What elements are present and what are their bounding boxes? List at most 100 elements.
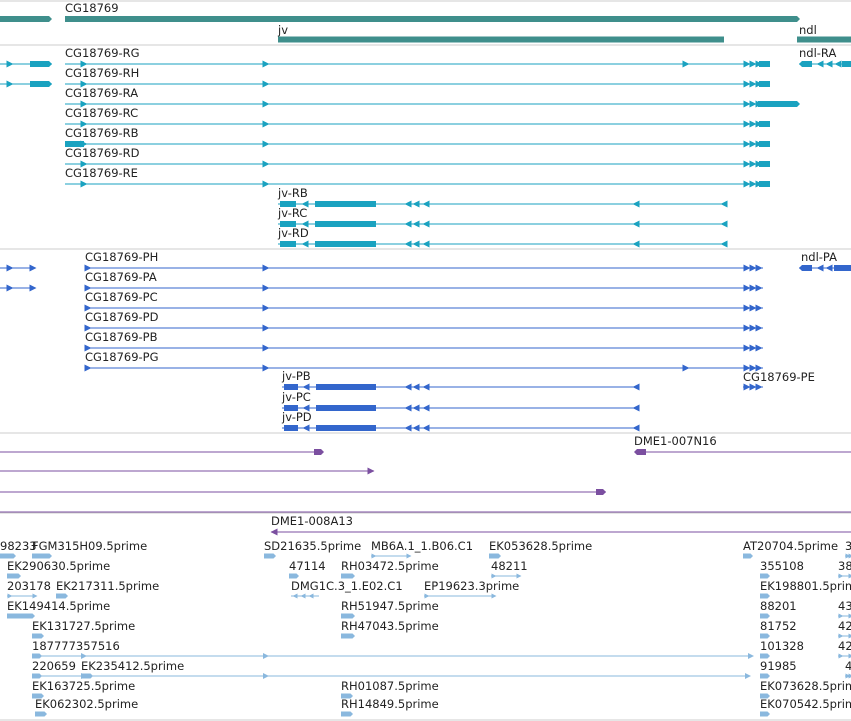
transcript-feature: CG18769-RB — [65, 126, 770, 148]
transcript-feature: CG18769-RC — [65, 106, 770, 128]
est-label: EK073628.5prime — [760, 679, 851, 693]
gene-feature: ndl — [797, 23, 851, 43]
gene-label: jv — [277, 23, 288, 37]
transcript-feature: CG18769-RG — [65, 46, 770, 68]
est-label: EK217311.5prime — [56, 579, 159, 593]
est-feature: 42 — [838, 619, 851, 639]
protein-label: jv-PB — [281, 369, 311, 383]
clone-label: DME1-007N16 — [634, 434, 717, 448]
protein-feature — [0, 284, 37, 292]
est-label: EK163725.5prime — [32, 679, 135, 693]
est-label: EK131727.5prime — [32, 619, 135, 633]
protein-label: CG18769-PE — [743, 370, 815, 384]
gene-feature: CG18769 — [65, 1, 800, 22]
protein-label: CG18769-PB — [85, 330, 158, 344]
transcript-feature: jv-RB — [277, 186, 728, 208]
est-label: RH03472.5prime — [341, 559, 439, 573]
transcript-feature: CG18769-RH — [65, 66, 770, 88]
protein-label: CG18769-PC — [85, 290, 158, 304]
est-label: RH14849.5prime — [341, 697, 439, 711]
transcript-feature: CG18769-RD — [65, 146, 770, 168]
est-feature: EK131727.5prime — [32, 619, 135, 639]
protein-feature — [0, 264, 37, 272]
est-feature: EK070542.5prime — [760, 697, 851, 717]
est-feature: 4 — [845, 659, 851, 679]
est-feature: 48211 — [491, 559, 528, 579]
est-feature: 81752 — [760, 619, 797, 639]
est-label: AT20704.5prime — [743, 539, 838, 553]
est-label: 47114 — [289, 559, 326, 573]
est-label: EK062302.5prime — [35, 697, 138, 711]
est-feature: RH51947.5prime — [341, 599, 439, 619]
protein-feature: jv-PB — [281, 369, 640, 391]
est-feature: 355108 — [760, 559, 804, 579]
est-feature: 220659 — [32, 659, 751, 679]
transcript-label: jv-RC — [277, 206, 307, 220]
est-feature: EK290630.5prime — [7, 559, 110, 579]
est-feature: MB6A.1_1.B06.C1 — [371, 539, 473, 559]
transcript-label: CG18769-RC — [65, 106, 138, 120]
protein-feature: CG18769-PB — [84, 330, 763, 352]
est-feature: RH03472.5prime — [341, 559, 439, 579]
protein-feature: ndl-PA — [799, 250, 851, 272]
est-feature: EK149414.5prime — [7, 599, 110, 619]
clone-feature: DME1-008A13 — [270, 514, 851, 536]
est-label: 355108 — [760, 559, 804, 573]
gene-feature — [0, 16, 52, 22]
protein-label: ndl-PA — [801, 250, 837, 264]
protein-feature: CG18769-PA — [84, 270, 763, 292]
est-label: EK053628.5prime — [489, 539, 592, 553]
est-label: 101328 — [760, 639, 804, 653]
transcript-feature: ndl-RA — [799, 46, 851, 68]
est-feature: 101328 — [760, 639, 804, 659]
est-feature: 187777357516 — [32, 639, 754, 659]
est-label: EK198801.5prime — [760, 579, 851, 593]
est-feature: 43 — [838, 599, 851, 619]
est-label: 88201 — [760, 599, 797, 613]
clone-feature: DME1-007N16 — [634, 434, 851, 455]
protein-feature: CG18769-PD — [84, 310, 763, 332]
est-feature: EP19623.3prime — [424, 579, 519, 599]
est-feature: 47114 — [289, 559, 326, 579]
est-feature: FGM315H09.5prime — [32, 539, 147, 559]
est-feature: RH01087.5prime — [341, 679, 439, 699]
protein-label: jv-PC — [281, 390, 311, 404]
transcript-label: ndl-RA — [799, 46, 836, 60]
clone-label: DME1-008A13 — [271, 514, 353, 528]
protein-label: jv-PD — [281, 410, 312, 424]
est-label: EK235412.5prime — [81, 659, 184, 673]
transcript-feature: CG18769-RA — [65, 86, 800, 108]
est-feature: AT20704.5prime — [743, 539, 838, 559]
est-feature: RH47043.5prime — [341, 619, 439, 639]
est-label: DMG1C.3_1.E02.C1 — [291, 579, 403, 593]
est-feature: EK217311.5prime — [56, 579, 159, 599]
protein-feature: jv-PD — [281, 410, 640, 432]
transcript-feature: jv-RC — [277, 206, 728, 228]
est-feature: SD21635.5prime — [264, 539, 361, 559]
clone-feature — [0, 489, 606, 495]
transcript-label: jv-RB — [277, 186, 308, 200]
protein-feature: CG18769-PH — [84, 250, 763, 272]
est-label: 42 — [838, 619, 851, 633]
est-feature: EK198801.5prime — [760, 579, 851, 599]
est-label: 220659 — [32, 659, 76, 673]
protein-feature: CG18769-PC — [84, 290, 763, 312]
est-label: EP19623.3prime — [424, 579, 519, 593]
est-feature: EK073628.5prime — [760, 679, 851, 699]
transcript-feature: jv-RD — [277, 226, 728, 248]
protein-label: CG18769-PA — [85, 270, 157, 284]
est-label: 203178 — [7, 579, 51, 593]
est-label: 4 — [845, 659, 851, 673]
gene-feature: jv — [277, 23, 724, 43]
transcript-label: CG18769-RE — [65, 166, 138, 180]
est-label: 98233 — [0, 539, 37, 553]
clone-feature — [0, 467, 375, 475]
transcript-feature — [0, 80, 52, 88]
est-label: EK149414.5prime — [7, 599, 110, 613]
protein-feature: CG18769-PE — [743, 370, 815, 391]
est-feature: EK235412.5prime — [81, 659, 184, 679]
est-label: RH01087.5prime — [341, 679, 439, 693]
est-feature: RH14849.5prime — [341, 697, 439, 717]
transcript-label: CG18769-RD — [65, 146, 140, 160]
est-feature: 42 — [838, 639, 851, 659]
